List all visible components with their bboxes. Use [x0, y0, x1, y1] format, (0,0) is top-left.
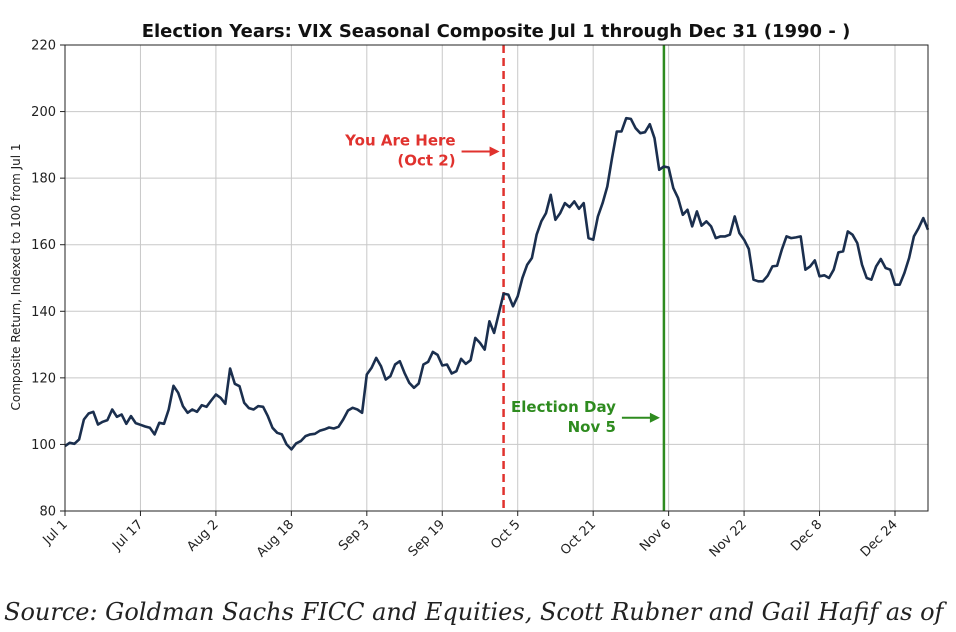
- y-tick-label: 80: [39, 505, 56, 520]
- y-tick-label: 100: [31, 438, 56, 453]
- x-tick-label: Nov 6: [637, 517, 674, 554]
- y-tick-label: 120: [31, 371, 56, 386]
- annotation-label-1: Election Day: [511, 398, 616, 416]
- x-tick-label: Sep 3: [336, 517, 373, 554]
- x-tick-label: Aug 2: [184, 517, 221, 554]
- y-tick-label: 140: [31, 305, 56, 320]
- y-tick-label: 180: [31, 172, 56, 187]
- source-note: Source: Goldman Sachs FICC and Equities,…: [4, 598, 944, 626]
- grid: [64, 44, 928, 512]
- y-tick-label: 200: [31, 105, 56, 120]
- series-line-vix-composite: [64, 116, 930, 451]
- x-tick-label: Oct 5: [488, 517, 523, 552]
- annotation-sublabel-1: Nov 5: [568, 418, 616, 436]
- annotation-arrow-head-1: [649, 412, 660, 423]
- x-tick-label: Sep 19: [406, 517, 449, 560]
- y-tick-label: 160: [31, 238, 56, 253]
- x-tick-label: Oct 21: [558, 517, 599, 558]
- y-axis-label: Composite Return, Indexed to 100 from Ju…: [9, 143, 23, 410]
- x-tick-label: Dec 24: [858, 517, 901, 560]
- x-axis-ticks: Jul 1 Jul 17 Aug 2 Aug 18 Sep 3 Sep 19 Oct 5 Oc…: [40, 511, 901, 560]
- annotation-arrow-head-0: [489, 146, 500, 157]
- annotations: You Are Here (Oct 2) Election Day Nov 5: [344, 45, 666, 511]
- x-tick-label: Aug 18: [254, 517, 297, 560]
- y-axis-ticks: 80 100 120 140 160 180 200 220: [31, 39, 65, 520]
- x-tick-label: Jul 17: [109, 517, 146, 554]
- x-tick-label: Nov 22: [707, 517, 750, 560]
- annotation-sublabel-0: (Oct 2): [397, 152, 455, 170]
- chart-title: Election Years: VIX Seasonal Composite J…: [142, 21, 851, 42]
- annotation-label-0: You Are Here: [344, 132, 455, 150]
- plot-frame: [64, 44, 929, 512]
- x-tick-label: Dec 8: [788, 517, 825, 554]
- y-tick-label: 220: [31, 39, 56, 54]
- x-tick-label: Jul 1: [40, 517, 71, 548]
